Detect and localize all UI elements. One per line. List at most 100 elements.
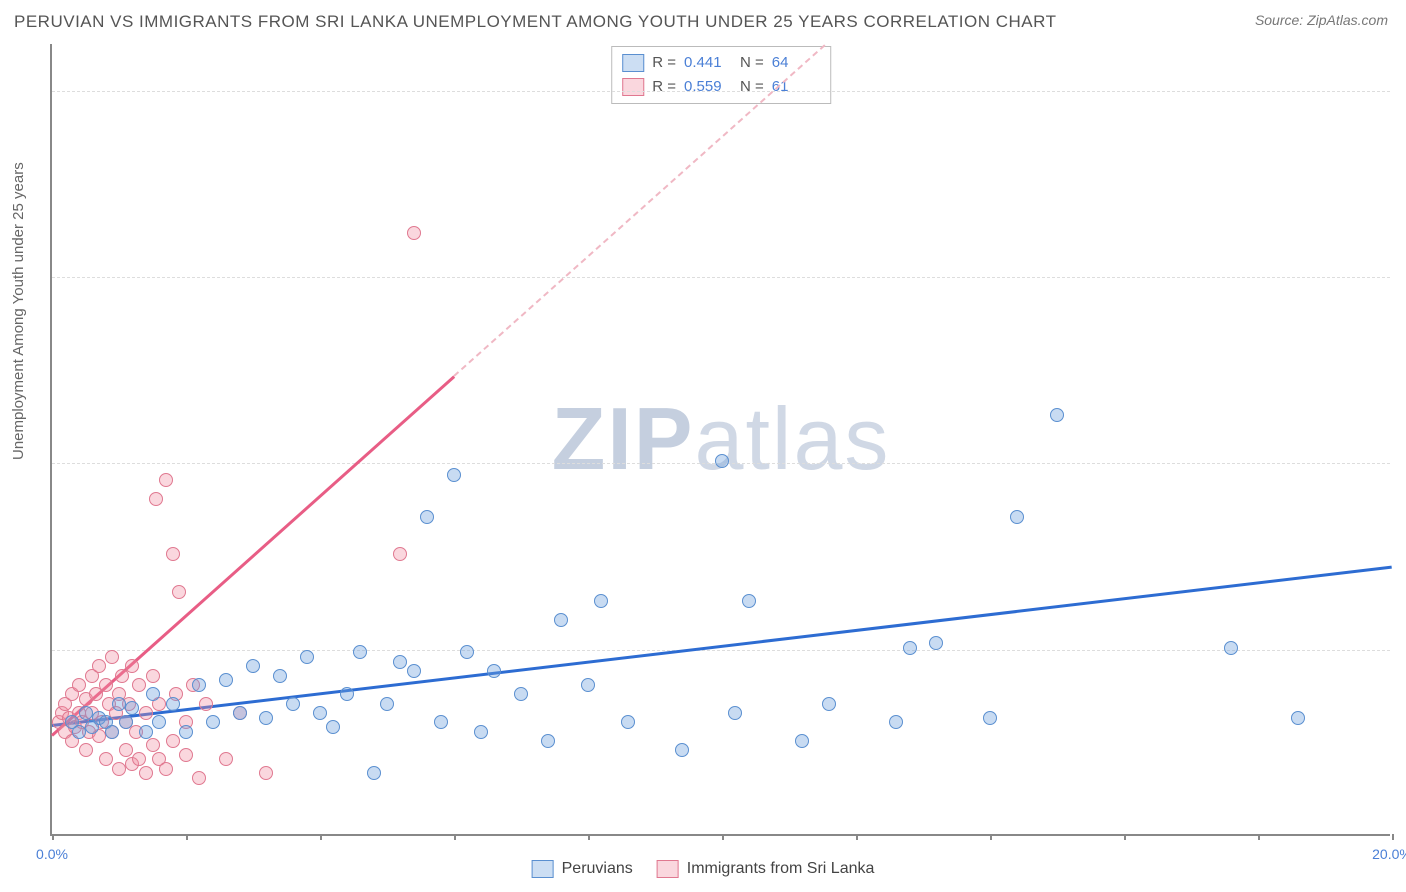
data-point	[199, 697, 213, 711]
data-point	[119, 715, 133, 729]
data-point	[822, 697, 836, 711]
gridline	[52, 650, 1390, 651]
data-point	[903, 641, 917, 655]
data-point	[273, 669, 287, 683]
data-point	[675, 743, 689, 757]
legend-item-blue: Peruvians	[532, 860, 633, 878]
data-point	[166, 547, 180, 561]
chart-title: PERUVIAN VS IMMIGRANTS FROM SRI LANKA UN…	[14, 12, 1057, 32]
data-point	[1050, 408, 1064, 422]
stats-row-pink: R = 0.559 N = 61	[622, 75, 820, 99]
data-point	[166, 697, 180, 711]
data-point	[139, 766, 153, 780]
data-point	[79, 706, 93, 720]
data-point	[139, 725, 153, 739]
stats-legend: R = 0.441 N = 64 R = 0.559 N = 61	[611, 46, 831, 104]
data-point	[340, 687, 354, 701]
stats-row-blue: R = 0.441 N = 64	[622, 51, 820, 75]
data-point	[125, 701, 139, 715]
legend-label-pink: Immigrants from Sri Lanka	[687, 860, 875, 878]
data-point	[353, 645, 367, 659]
x-tick-mark	[1258, 834, 1260, 840]
swatch-pink-icon	[622, 78, 644, 96]
data-point	[233, 706, 247, 720]
x-tick-label: 20.0%	[1372, 846, 1406, 862]
x-tick-mark	[990, 834, 992, 840]
y-tick-label: 40.0%	[1394, 455, 1406, 471]
data-point	[125, 659, 139, 673]
n-label: N =	[740, 51, 764, 75]
data-point	[192, 771, 206, 785]
data-point	[474, 725, 488, 739]
legend-item-pink: Immigrants from Sri Lanka	[657, 860, 875, 878]
data-point	[420, 510, 434, 524]
x-tick-mark	[186, 834, 188, 840]
data-point	[259, 711, 273, 725]
data-point	[72, 725, 86, 739]
data-point	[594, 594, 608, 608]
data-point	[286, 697, 300, 711]
data-point	[393, 547, 407, 561]
data-point	[119, 743, 133, 757]
r-value-blue: 0.441	[684, 51, 732, 75]
data-point	[219, 673, 233, 687]
data-point	[742, 594, 756, 608]
watermark: ZIPatlas	[552, 388, 891, 490]
r-label: R =	[652, 75, 676, 99]
data-point	[514, 687, 528, 701]
x-tick-mark	[454, 834, 456, 840]
swatch-pink-icon	[657, 860, 679, 878]
data-point	[146, 669, 160, 683]
data-point	[152, 715, 166, 729]
data-point	[179, 725, 193, 739]
data-point	[146, 738, 160, 752]
data-point	[132, 678, 146, 692]
data-point	[300, 650, 314, 664]
data-point	[139, 706, 153, 720]
data-point	[179, 748, 193, 762]
data-point	[192, 678, 206, 692]
data-point	[159, 762, 173, 776]
data-point	[219, 752, 233, 766]
r-value-pink: 0.559	[684, 75, 732, 99]
data-point	[621, 715, 635, 729]
data-point	[1010, 510, 1024, 524]
data-point	[246, 659, 260, 673]
trend-line	[52, 566, 1392, 727]
gridline	[52, 277, 1390, 278]
data-point	[99, 678, 113, 692]
data-point	[447, 468, 461, 482]
series-legend: Peruvians Immigrants from Sri Lanka	[532, 860, 875, 878]
y-tick-label: 20.0%	[1394, 642, 1406, 658]
data-point	[929, 636, 943, 650]
data-point	[367, 766, 381, 780]
data-point	[92, 659, 106, 673]
data-point	[434, 715, 448, 729]
data-point	[172, 585, 186, 599]
data-point	[407, 664, 421, 678]
data-point	[581, 678, 595, 692]
data-point	[149, 492, 163, 506]
data-point	[1224, 641, 1238, 655]
data-point	[72, 678, 86, 692]
data-point	[99, 752, 113, 766]
data-point	[541, 734, 555, 748]
data-point	[112, 762, 126, 776]
x-tick-mark	[1124, 834, 1126, 840]
data-point	[326, 720, 340, 734]
data-point	[728, 706, 742, 720]
data-point	[105, 650, 119, 664]
x-tick-mark	[856, 834, 858, 840]
scatter-plot: ZIPatlas R = 0.441 N = 64 R = 0.559 N = …	[50, 44, 1390, 836]
r-label: R =	[652, 51, 676, 75]
data-point	[983, 711, 997, 725]
gridline	[52, 91, 1390, 92]
data-point	[112, 697, 126, 711]
x-tick-mark	[722, 834, 724, 840]
data-point	[487, 664, 501, 678]
data-point	[132, 752, 146, 766]
legend-label-blue: Peruvians	[562, 860, 633, 878]
data-point	[393, 655, 407, 669]
swatch-blue-icon	[622, 54, 644, 72]
data-point	[407, 226, 421, 240]
